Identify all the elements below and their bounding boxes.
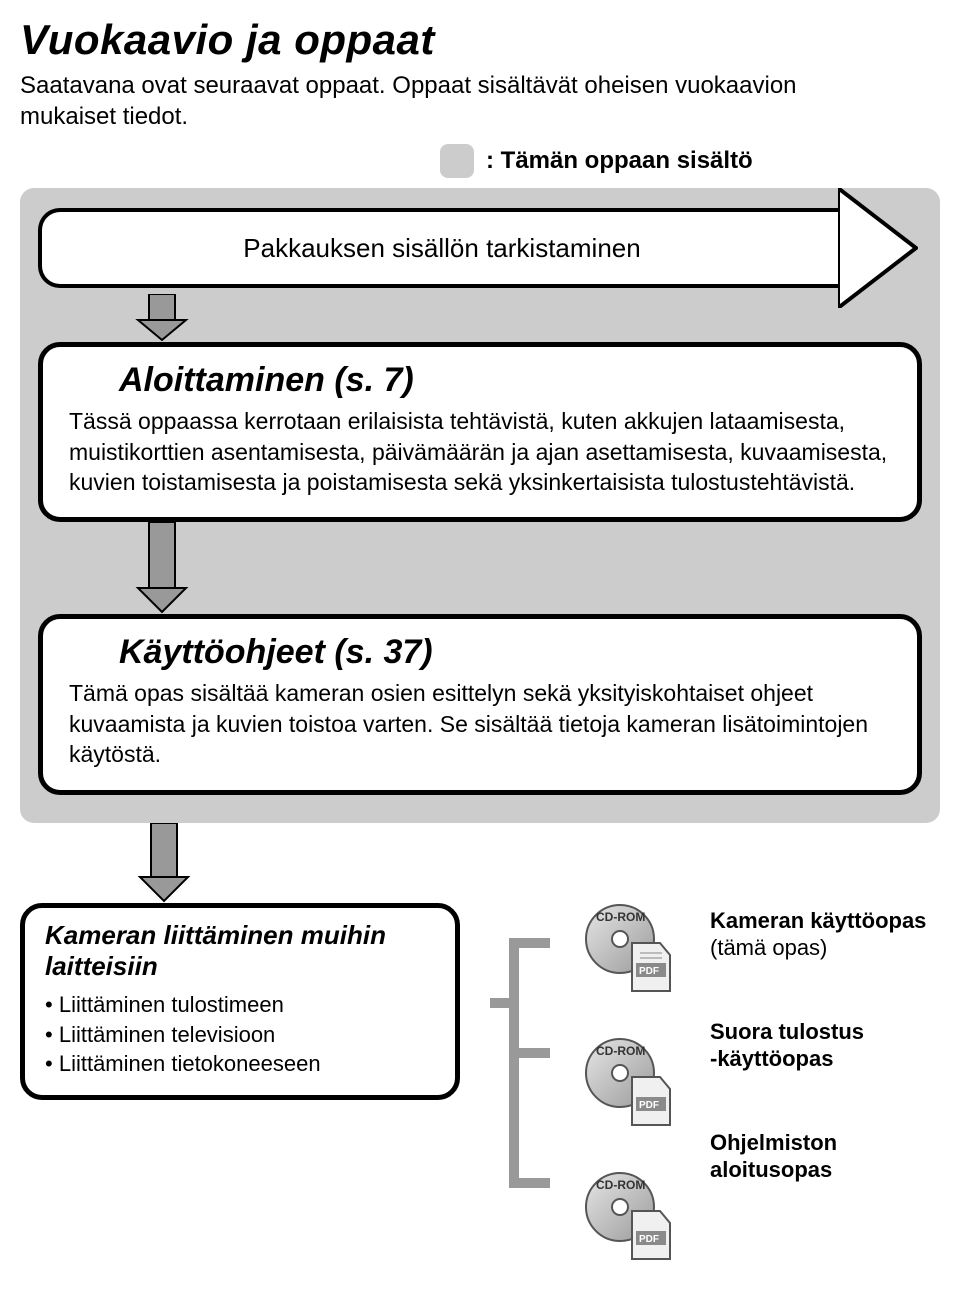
flow-panel: Pakkauksen sisällön tarkistaminen Aloitt…	[20, 188, 940, 822]
flow-box-start-heading: Aloittaminen (s. 7)	[119, 361, 891, 400]
connect-list: Liittäminen tulostimeen Liittäminen tele…	[45, 990, 435, 1079]
flow-box-manual-heading: Käyttöohjeet (s. 37)	[119, 633, 891, 672]
svg-text:PDF: PDF	[639, 1234, 659, 1245]
down-connector-1-icon	[132, 294, 922, 342]
page-title: Vuokaavio ja oppaat	[20, 16, 940, 64]
list-item: Liittäminen tietokoneeseen	[45, 1049, 435, 1079]
down-connector-2-icon	[132, 522, 922, 614]
cdrom-pdf-icon: CD-ROM PDF	[584, 1171, 676, 1263]
guide-label-software: Ohjelmiston aloitusopas	[710, 1129, 940, 1184]
legend-swatch-icon	[440, 144, 474, 178]
svg-text:CD-ROM: CD-ROM	[596, 1044, 645, 1058]
svg-text:PDF: PDF	[639, 966, 659, 977]
cdrom-pdf-icon: CD-ROM PDF	[584, 1037, 676, 1129]
flow-box-start-body: Tässä oppaassa kerrotaan erilaisista teh…	[69, 406, 891, 497]
flow-box-manual: Käyttöohjeet (s. 37) Tämä opas sisältää …	[38, 614, 922, 794]
cdrom-pdf-icon: CD-ROM PDF	[584, 903, 676, 995]
branch-connector-icon	[490, 903, 550, 1238]
legend-text: : Tämän oppaan sisältö	[486, 147, 753, 175]
bottom-row: Kameran liittäminen muihin laitteisiin L…	[20, 903, 940, 1263]
down-connector-3-icon	[134, 823, 940, 903]
flow-box-manual-body: Tämä opas sisältää kameran osien esittel…	[69, 678, 891, 769]
svg-text:CD-ROM: CD-ROM	[596, 1178, 645, 1192]
guide-label-camera: Kameran käyttöopas (tämä opas)	[710, 907, 940, 962]
cd-column: CD-ROM PDF CD-ROM	[580, 903, 680, 1263]
list-item: Liittäminen tulostimeen	[45, 990, 435, 1020]
intro-text: Saatavana ovat seuraavat oppaat. Oppaat …	[20, 70, 820, 132]
connect-box: Kameran liittäminen muihin laitteisiin L…	[20, 903, 460, 1100]
connect-heading: Kameran liittäminen muihin laitteisiin	[45, 920, 435, 982]
flow-box-start: Aloittaminen (s. 7) Tässä oppaassa kerro…	[38, 342, 922, 522]
arrow-banner-label: Pakkauksen sisällön tarkistaminen	[243, 233, 640, 264]
arrow-banner-body: Pakkauksen sisällön tarkistaminen	[38, 208, 842, 288]
list-item: Liittäminen televisioon	[45, 1020, 435, 1050]
legend-row: : Tämän oppaan sisältö	[440, 144, 940, 178]
guide-sublabel: (tämä opas)	[710, 935, 827, 960]
labels-column: Kameran käyttöopas (tämä opas) Suora tul…	[710, 903, 940, 1184]
guide-label-print: Suora tulostus -käyttöopas	[710, 1018, 940, 1073]
svg-text:CD-ROM: CD-ROM	[596, 910, 645, 924]
arrow-banner: Pakkauksen sisällön tarkistaminen	[38, 208, 922, 288]
svg-text:PDF: PDF	[639, 1100, 659, 1111]
